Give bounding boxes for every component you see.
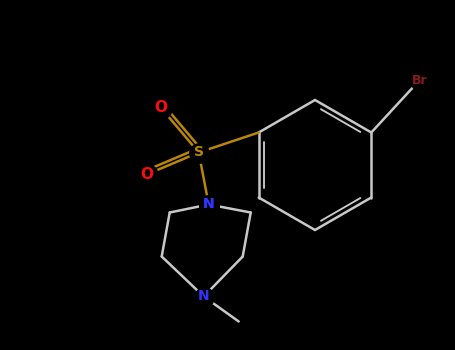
Text: O: O <box>154 100 167 115</box>
Text: N: N <box>203 197 214 211</box>
Text: O: O <box>140 167 153 182</box>
Text: N: N <box>198 289 209 303</box>
Text: N: N <box>203 197 214 211</box>
Text: Br: Br <box>411 74 427 87</box>
Text: S: S <box>194 146 204 160</box>
